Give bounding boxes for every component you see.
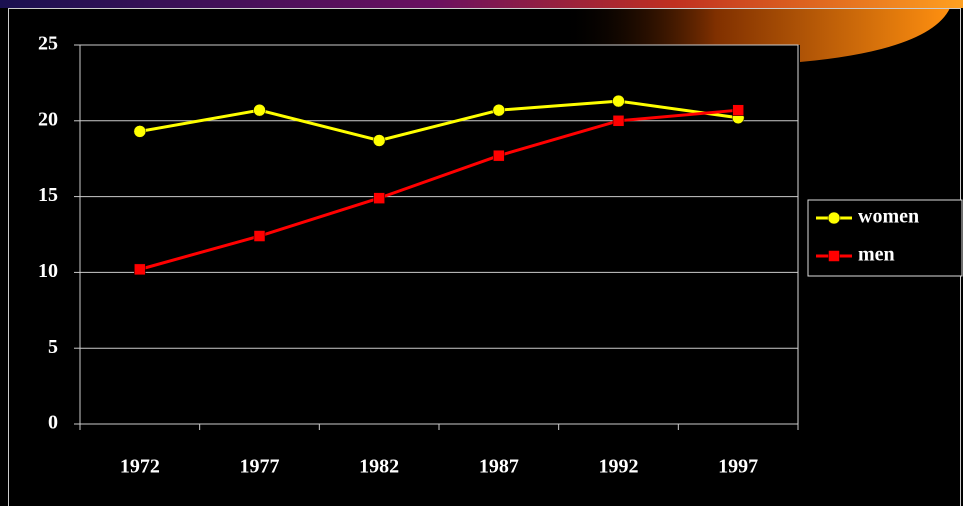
- marker: [253, 230, 266, 242]
- y-tick-label: 10: [38, 260, 58, 282]
- decor-bar: [0, 0, 963, 8]
- marker: [612, 94, 625, 108]
- series-line: [139, 108, 739, 271]
- marker: [827, 211, 841, 225]
- x-tick-label: 1972: [120, 456, 160, 478]
- marker: [612, 115, 625, 127]
- x-tick-label: 1992: [599, 456, 639, 478]
- x-tick-label: 1977: [240, 456, 280, 478]
- marker: [828, 250, 840, 262]
- y-tick-label: 0: [48, 412, 58, 434]
- marker: [134, 263, 146, 276]
- y-tick-label: 5: [48, 336, 58, 358]
- y-tick-label: 25: [38, 33, 58, 55]
- x-tick-label: 1987: [479, 456, 519, 478]
- marker: [372, 134, 386, 147]
- legend-label: men: [858, 244, 895, 266]
- legend-label: women: [858, 206, 919, 228]
- x-tick-label: 1997: [718, 456, 758, 478]
- decor-swoosh: [560, 8, 950, 62]
- marker: [732, 104, 744, 116]
- y-tick-label: 15: [38, 184, 58, 206]
- marker: [253, 103, 266, 117]
- marker: [373, 192, 385, 204]
- plot-area: [79, 44, 799, 425]
- series-line: [139, 99, 739, 143]
- marker: [493, 149, 505, 162]
- y-tick-label: 20: [38, 108, 58, 130]
- marker: [133, 125, 147, 138]
- x-tick-label: 1982: [359, 456, 399, 478]
- marker: [492, 103, 506, 117]
